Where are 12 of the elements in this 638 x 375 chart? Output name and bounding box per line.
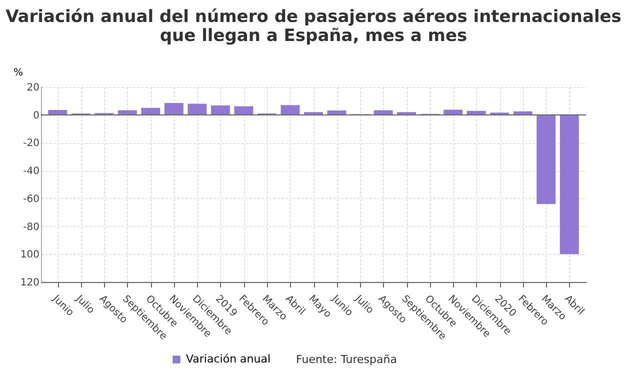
y-tick-label: -20 bbox=[23, 138, 40, 150]
y-tick-label: 20 bbox=[26, 82, 40, 94]
chart-title: Variación anual del número de pasajeros aéreos internacionales que llegan a España, mes a mes bbox=[6, 7, 622, 46]
legend-label: Variación anual bbox=[186, 352, 271, 366]
y-tick-label: 0 bbox=[33, 110, 40, 122]
source-note: Fuente: Turespaña bbox=[296, 353, 397, 366]
y-tick-label: -40 bbox=[23, 166, 40, 178]
y-tick-label: 120 bbox=[20, 278, 40, 288]
y-axis-title: % bbox=[14, 68, 24, 78]
y-tick-label: -60 bbox=[23, 194, 40, 205]
y-tick-label: -80 bbox=[23, 222, 40, 233]
y-tick-label: 100 bbox=[20, 250, 40, 261]
